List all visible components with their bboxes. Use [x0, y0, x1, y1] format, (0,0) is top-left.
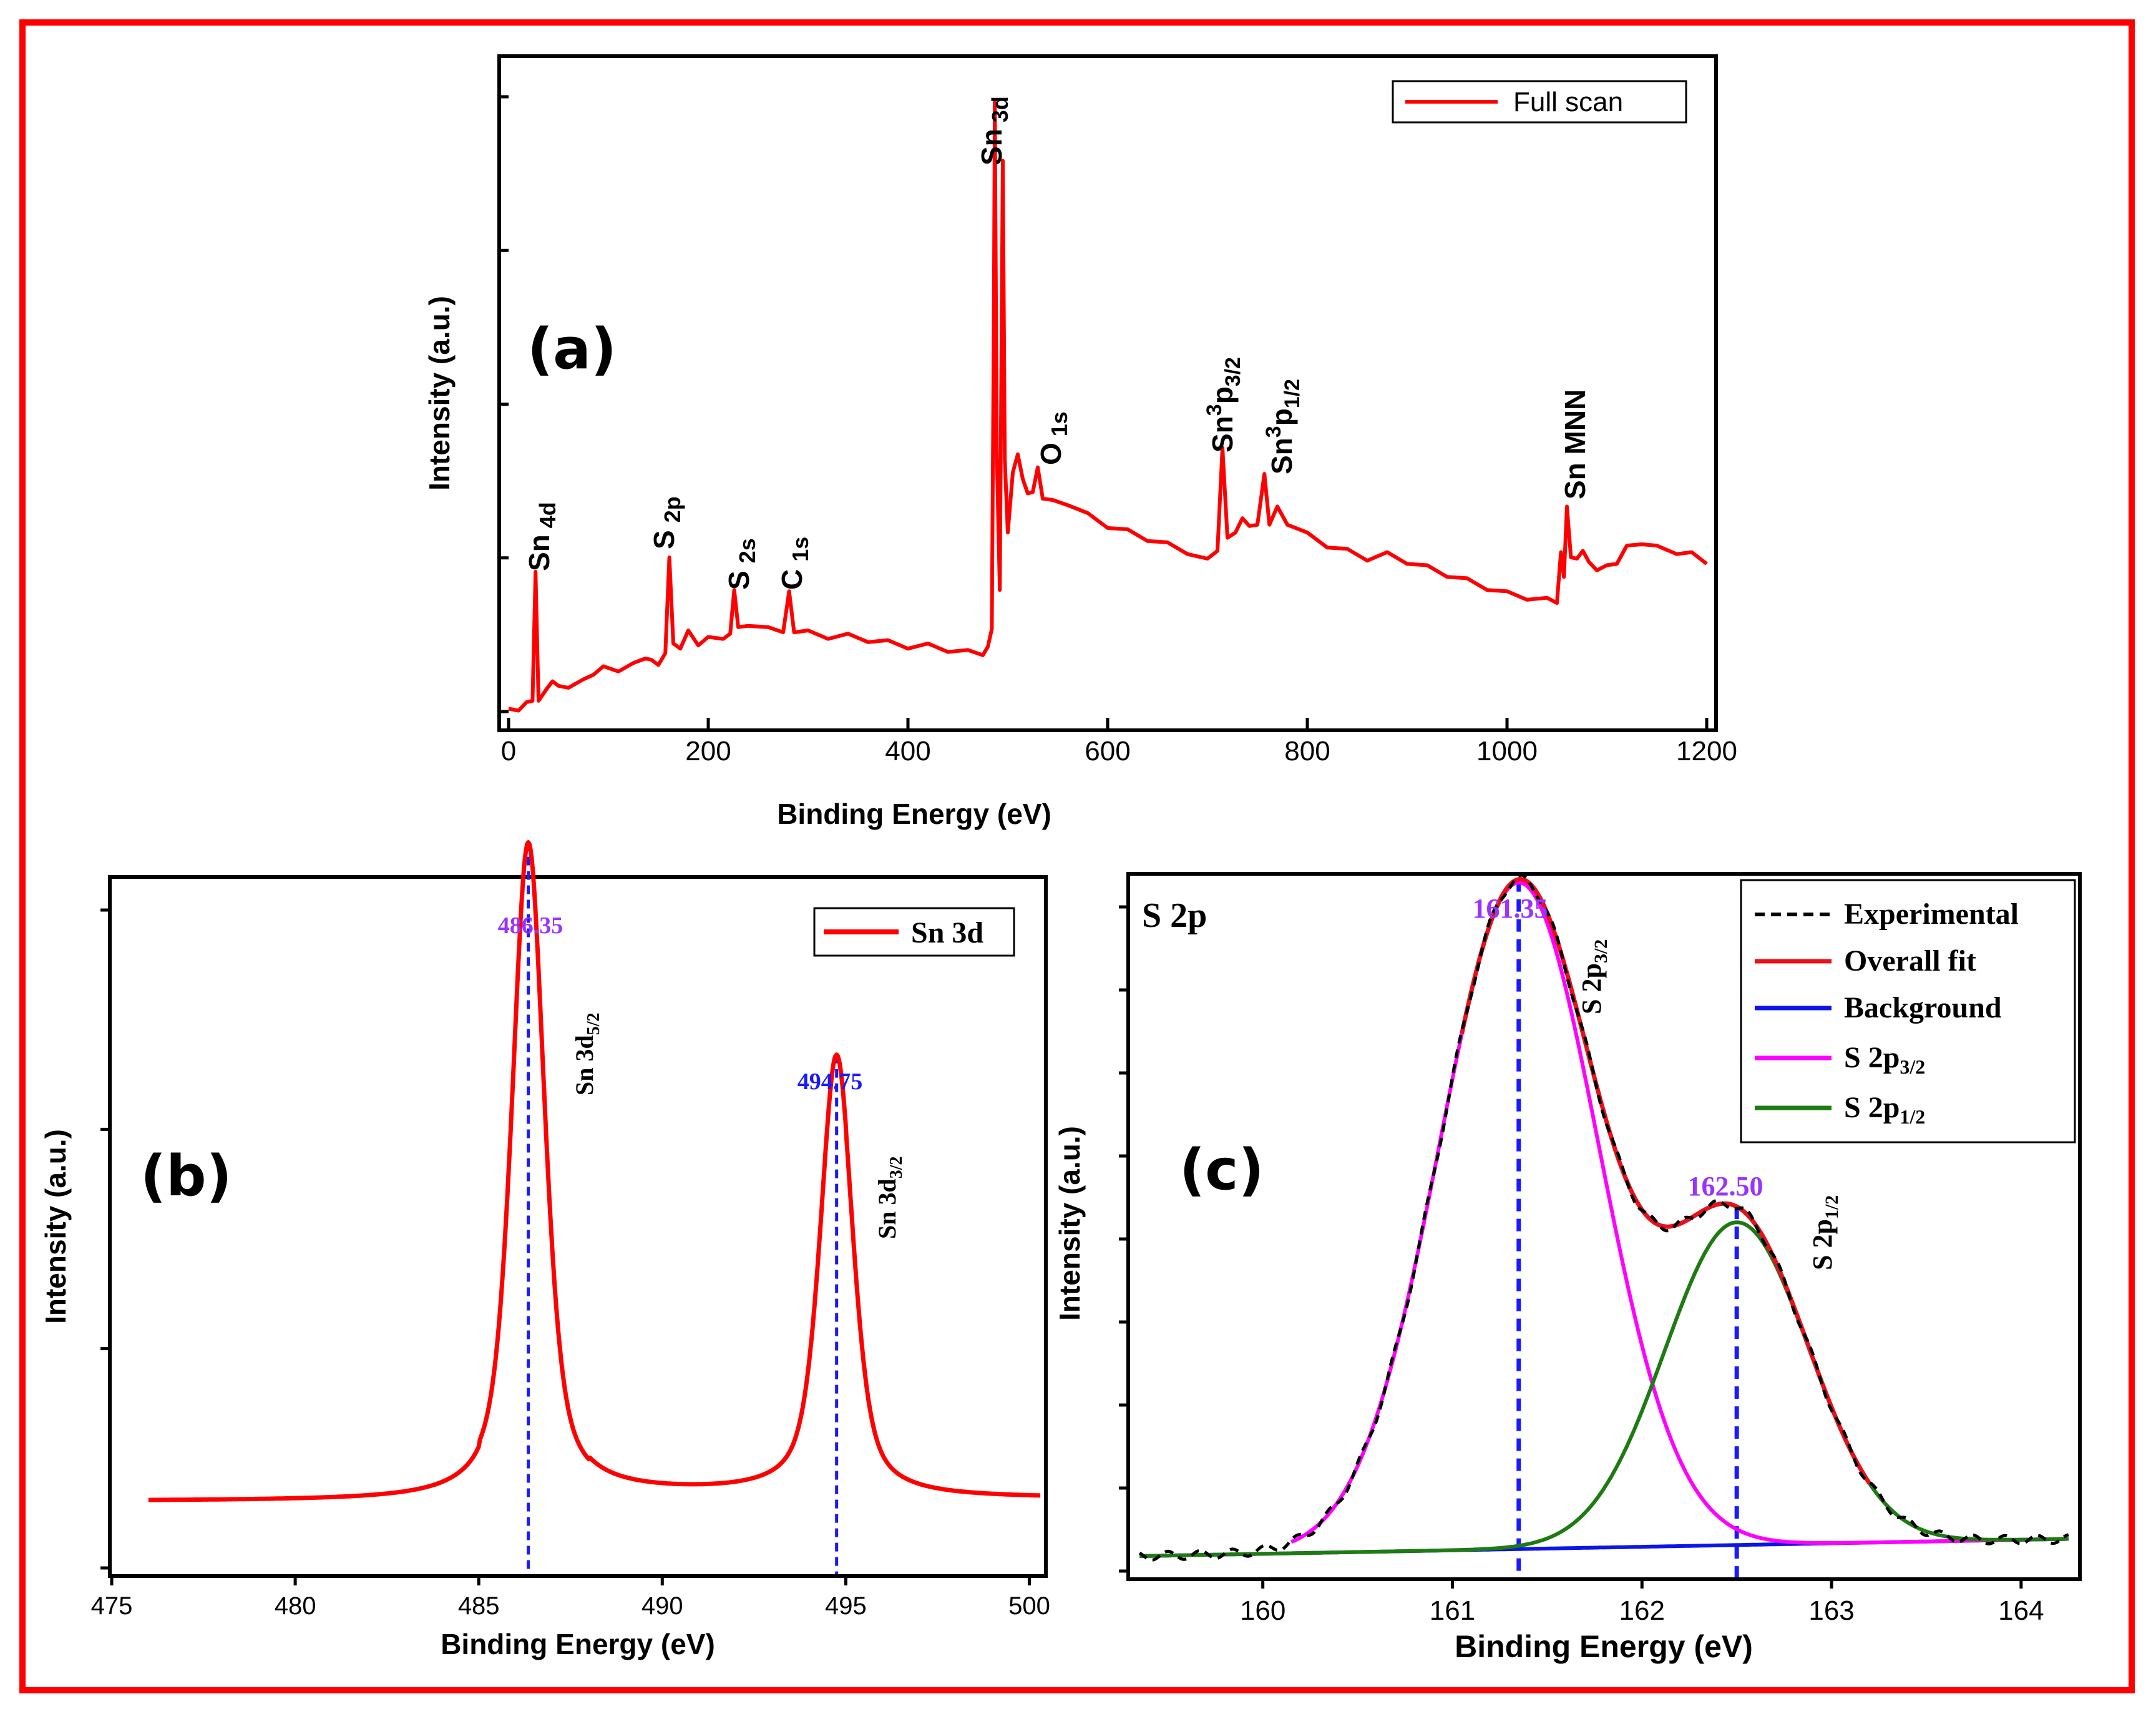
- panel-c-y-ticks: [1119, 905, 1130, 1573]
- x-tick-label: 163: [1808, 1595, 1854, 1626]
- panel-b-y-axis-title: Intensity (a.u.): [39, 1129, 72, 1324]
- panel-a-x-ticks: 0 200 400 600 800 1000 1200: [501, 718, 1737, 766]
- x-tick-label: 200: [685, 736, 731, 766]
- panel-b-x-axis-title: Binding Energy (eV): [441, 1628, 715, 1660]
- legend-overall-fit-label: Overall fit: [1844, 944, 1976, 977]
- svg-text:Sn 3d3/2: Sn 3d3/2: [873, 1156, 906, 1239]
- panel-b-y-ticks: [100, 908, 112, 1570]
- panel-a-plot-frame: [497, 54, 1718, 732]
- svg-text:O1s: O1s: [1035, 411, 1072, 465]
- x-tick-label: 485: [458, 1592, 500, 1620]
- x-tick-label: 1000: [1476, 736, 1538, 766]
- panel-c-s2p-spectrum: 160 161 162 163 164 Binding Energy (eV) Inte…: [1053, 872, 2082, 1664]
- panel-b-x-ticks: 475 480 485 490 495 500: [91, 1574, 1050, 1620]
- svg-text:S 2p3/2: S 2p3/2: [1576, 939, 1611, 1014]
- x-tick-label: 162: [1619, 1595, 1665, 1626]
- panel-a-x-axis-title: Binding Energy (eV): [777, 798, 1051, 830]
- annotation-sn-mnn: Sn MNN: [1559, 389, 1591, 499]
- svg-text:Sn3d: Sn3d: [975, 96, 1013, 165]
- x-tick-label: 495: [825, 1592, 867, 1620]
- svg-text:S2p: S2p: [648, 496, 685, 549]
- x-tick-label: 500: [1008, 1592, 1050, 1620]
- x-tick-label: 490: [641, 1592, 683, 1620]
- x-tick-label: 164: [1998, 1595, 2044, 1626]
- x-tick-label: 160: [1240, 1595, 1285, 1626]
- panel-a-legend-label: Full scan: [1513, 87, 1623, 117]
- svg-text:S 2p1/2: S 2p1/2: [1807, 1195, 1842, 1270]
- x-tick-label: 475: [91, 1592, 133, 1620]
- experimental-line: [1138, 873, 2069, 1562]
- x-tick-label: 161: [1430, 1595, 1475, 1626]
- panel-b-plot-frame: [108, 875, 1048, 1578]
- svg-text:S2s: S2s: [723, 538, 760, 590]
- annotation-s-2s: S2s: [723, 538, 760, 590]
- panel-a-label: (a): [527, 316, 617, 382]
- peak-486-assignment: Sn 3d5/2: [570, 1012, 603, 1095]
- panel-c-x-ticks: 160 161 162 163 164: [1240, 1577, 2044, 1626]
- peak-486-value-label: 486.35: [498, 913, 563, 939]
- x-tick-label: 400: [885, 736, 930, 766]
- full-scan-line: [508, 99, 1708, 713]
- sn3d-line: [147, 840, 1041, 1502]
- svg-text:Sn3p1/2: Sn3p1/2: [1262, 379, 1304, 474]
- x-tick-label: 480: [275, 1592, 316, 1620]
- svg-text:C1s: C1s: [776, 537, 813, 590]
- figure-frame: [19, 19, 2135, 1693]
- panel-c-legend: Experimental Overall fit Background S 2p…: [1740, 879, 2076, 1143]
- annotation-o-1s: O1s: [1035, 411, 1072, 465]
- peak-494-value-label: 494.75: [798, 1069, 863, 1095]
- annotation-sn-4d: Sn4d: [523, 502, 560, 571]
- svg-text:Sn3p3/2: Sn3p3/2: [1202, 357, 1245, 453]
- x-tick-label: 1200: [1676, 736, 1737, 766]
- panel-c-label: (c): [1179, 1137, 1264, 1203]
- panel-b-legend-label: Sn 3d: [911, 916, 983, 949]
- annotation-sn-3p-1-2: Sn3p1/2: [1262, 379, 1304, 474]
- s2p1-2-component-line: [1139, 1220, 2069, 1558]
- panel-b-sn3d-spectrum: 475 480 485 490 495 500 Binding Energy (eV) I…: [39, 840, 1050, 1660]
- x-tick-label: 600: [1085, 736, 1130, 766]
- panel-a-y-axis-title: Intensity (a.u.): [423, 296, 456, 491]
- svg-text:Sn4d: Sn4d: [523, 502, 560, 571]
- legend-s2p3-2-label: S 2p3/2: [1844, 1041, 1925, 1078]
- panel-a-y-ticks: [497, 95, 509, 713]
- legend-s2p1-2-label: S 2p1/2: [1844, 1091, 1925, 1128]
- legend-background-label: Background: [1844, 991, 2002, 1024]
- peak-162-value-label: 162.50: [1688, 1171, 1763, 1202]
- peak-494-assignment: Sn 3d3/2: [873, 1156, 906, 1239]
- x-tick-label: 800: [1284, 736, 1330, 766]
- x-tick-label: 0: [501, 736, 516, 766]
- svg-text:Sn MNN: Sn MNN: [1559, 389, 1591, 499]
- s2p3-2-component-line: [1290, 880, 2069, 1545]
- panel-c-plot-frame: [1126, 872, 2082, 1581]
- peak-161-value-label: 161.35: [1473, 893, 1548, 924]
- annotation-sn-3p-3-2: Sn3p3/2: [1202, 357, 1245, 453]
- peak-162-assignment: S 2p1/2: [1807, 1195, 1842, 1270]
- annotation-sn-3d: Sn3d: [975, 96, 1013, 165]
- panel-c-x-axis-title: Binding Energy (eV): [1455, 1629, 1753, 1664]
- panel-c-title: S 2p: [1142, 896, 1207, 935]
- panel-c-legend-box: [1740, 879, 2076, 1143]
- panel-a-survey-spectrum: 0 200 400 600 800 1000 1200 Binding Energy (eV…: [423, 54, 1737, 830]
- panel-b-label: (b): [140, 1143, 232, 1209]
- annotation-s-2p: S2p: [648, 496, 685, 549]
- peak-161-assignment: S 2p3/2: [1576, 939, 1611, 1014]
- legend-experimental-label: Experimental: [1844, 898, 2019, 931]
- annotation-c-1s: C1s: [776, 537, 813, 590]
- svg-text:Sn 3d5/2: Sn 3d5/2: [570, 1012, 603, 1095]
- panel-c-y-axis-title: Intensity (a.u.): [1053, 1126, 1086, 1321]
